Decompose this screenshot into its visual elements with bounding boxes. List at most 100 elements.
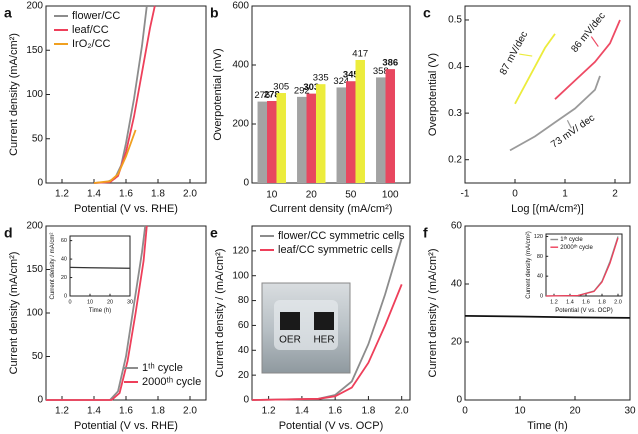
y-tick-label: 150: [26, 45, 43, 56]
y-axis-label: Overpotential (V): [427, 53, 439, 136]
x-tick-label: 1.8: [361, 406, 375, 417]
bar: [276, 93, 286, 183]
value-label: 278: [264, 90, 280, 101]
x-tick-label: 2.0: [614, 300, 622, 306]
y-tick-label: 40: [451, 279, 463, 290]
x-tick-label: 0: [68, 300, 71, 306]
x-axis-label: Time (h): [89, 308, 111, 314]
y-tick-label: 100: [232, 270, 249, 281]
bar: [355, 59, 365, 183]
y-axis-label: Current density (mA/cm²): [526, 231, 532, 299]
x-tick-label: 2.0: [183, 406, 197, 417]
bar: [346, 81, 356, 183]
panel-letter: f: [423, 225, 428, 241]
x-axis-label: Current density (mA/cm²): [270, 203, 393, 215]
x-axis-label: Potential (V vs. RHE): [74, 420, 178, 432]
legend-label: leaf/CC: [72, 24, 109, 36]
data-line: [554, 19, 621, 100]
data-line: [46, 225, 148, 401]
data-line: [69, 266, 131, 269]
y-tick-label: 0: [540, 293, 543, 299]
value-label: 335: [313, 73, 329, 84]
y-tick-label: 120: [232, 245, 249, 256]
value-label: 386: [382, 58, 398, 69]
value-label: 417: [352, 49, 368, 60]
legend-label: flower/CC symmetric cells: [278, 230, 405, 242]
panel-letter: b: [210, 5, 219, 21]
y-axis-label: Current density / (mA/cm²): [427, 249, 439, 378]
data-line: [464, 315, 631, 319]
y-tick-label: 50: [32, 351, 44, 362]
panel-letter: c: [423, 5, 431, 21]
value-label: 324: [333, 76, 349, 87]
y-tick-label: 0: [456, 395, 462, 406]
value-label: 292: [294, 85, 310, 96]
y-tick-label: 200: [26, 221, 43, 232]
y-tick-label: 0.5: [448, 15, 462, 26]
x-tick-label: 2.0: [395, 406, 409, 417]
x-tick-label: 0: [512, 189, 518, 200]
y-tick-label: 0.4: [448, 61, 462, 72]
x-tick-label: 30: [127, 300, 133, 306]
value-label: 305: [273, 82, 289, 93]
y-tick-label: 100: [26, 89, 43, 100]
x-axis-label: Potential (V vs. RHE): [74, 203, 178, 215]
x-tick-label: 1.8: [151, 406, 165, 417]
legend-label: 1ᵗʰ cycle: [142, 362, 183, 374]
y-tick-label: 0: [243, 178, 249, 189]
bar: [376, 77, 386, 183]
legend-label: 1ᵗʰ cycle: [560, 236, 583, 243]
x-tick-label: 2.0: [183, 189, 197, 200]
x-axis-label: Potential (V vs. OCP): [555, 308, 612, 314]
y-axis-label: Current density / mA/cm²: [50, 233, 56, 300]
electrode: [314, 312, 334, 330]
y-tick-label: 0.2: [448, 154, 462, 165]
y-tick-label: 0: [243, 395, 249, 406]
x-tick-label: 1.6: [582, 300, 590, 306]
plot-frame: [545, 233, 623, 297]
y-tick-label: 60: [61, 238, 67, 244]
y-tick-label: 60: [451, 221, 463, 232]
legend-label: 2000ᵗʰ cycle: [142, 376, 201, 388]
annotation-arrow: [566, 119, 572, 129]
y-tick-label: 20: [451, 337, 463, 348]
y-tick-label: 0: [64, 293, 67, 299]
value-label: 358: [373, 66, 389, 77]
photo-label: OER: [279, 335, 301, 346]
x-axis-label: Time (h): [527, 420, 568, 432]
panel-letter: e: [210, 225, 218, 241]
x-axis-label: Potential (V vs. OCP): [279, 420, 384, 432]
x-tick-label: 1.4: [87, 189, 101, 200]
x-tick-label: 1.6: [119, 406, 133, 417]
y-tick-label: 200: [26, 1, 43, 12]
y-tick-label: 0: [37, 395, 43, 406]
bar: [385, 69, 395, 183]
x-tick-label: 20: [569, 406, 581, 417]
x-tick-label: 0: [462, 406, 468, 417]
value-label: 276: [254, 90, 270, 101]
legend-label: 2000ᵗʰ cycle: [560, 244, 593, 251]
legend-label: IrO₂/CC: [72, 38, 111, 50]
plot-frame: [69, 235, 131, 297]
data-line: [93, 129, 137, 184]
annotation-arrow: [590, 36, 599, 47]
panel-letter: d: [4, 225, 13, 241]
x-tick-label: 10: [266, 190, 278, 201]
annotation-arrow: [519, 53, 533, 57]
y-tick-label: 600: [232, 1, 249, 12]
y-tick-label: 100: [26, 308, 43, 319]
bar: [297, 96, 307, 183]
x-tick-label: 1.8: [151, 189, 165, 200]
x-tick-label: 20: [306, 190, 318, 201]
y-tick-label: 80: [238, 295, 250, 306]
y-tick-label: 40: [537, 274, 543, 280]
plot-frame: [464, 5, 631, 184]
y-axis-label: Current density (mA/cm²): [8, 33, 20, 156]
y-tick-label: 40: [238, 345, 250, 356]
x-tick-label: 20: [107, 300, 113, 306]
x-tick-label: 1.4: [566, 300, 574, 306]
data-line: [251, 284, 403, 401]
x-axis-label: Log [(mA/cm²)]: [511, 203, 584, 215]
bar: [315, 84, 326, 183]
